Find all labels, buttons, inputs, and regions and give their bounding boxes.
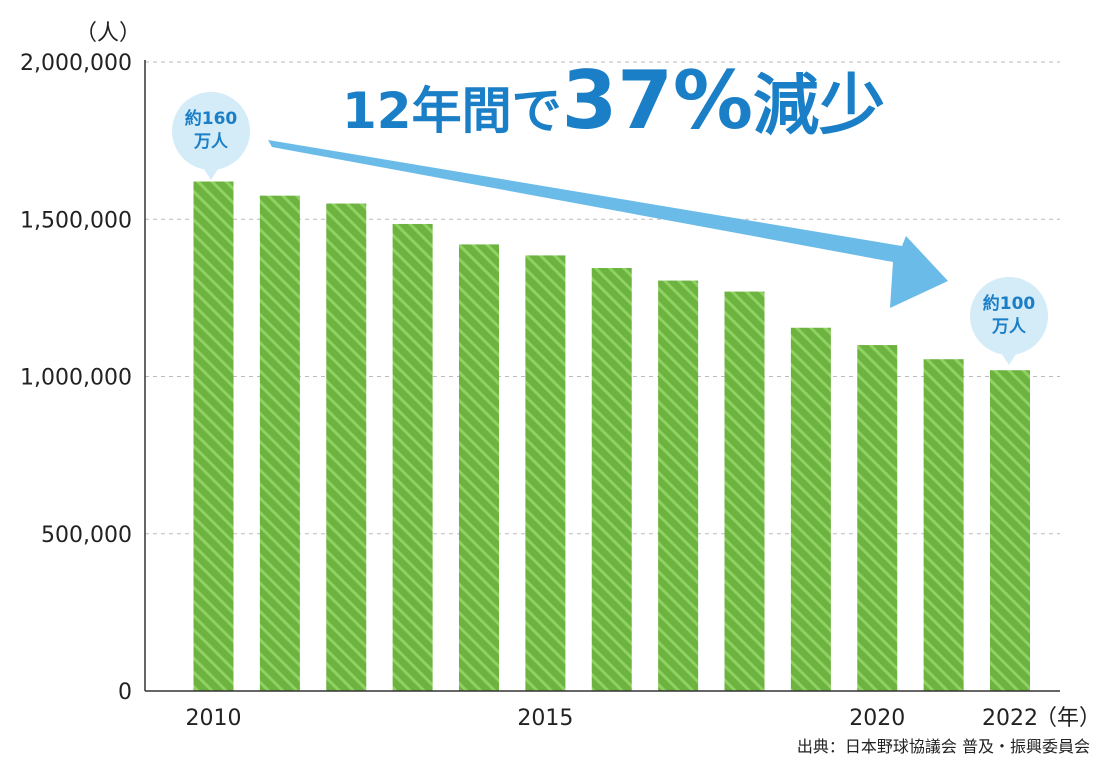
bar-2010 [193, 181, 234, 691]
start-bubble-line2: 万人 [193, 132, 229, 152]
bar-2019 [790, 327, 831, 691]
bar-2011 [259, 195, 300, 691]
bar-2012 [326, 203, 367, 691]
bar-2014 [459, 244, 499, 691]
end-value-bubble: 約100 万人 [970, 277, 1048, 365]
y-tick-label: 0 [118, 680, 132, 705]
start-bubble-line1: 約160 [185, 108, 238, 129]
start-value-bubble: 約160 万人 [172, 92, 250, 180]
headline-percent: 37% [562, 54, 753, 147]
end-bubble-line1: 約100 [983, 293, 1036, 314]
x-tick-label: 2010 [186, 706, 242, 731]
y-axis-ticks: 0 500,000 1,000,000 1,500,000 2,000,000 [20, 51, 132, 705]
y-tick-label: 1,000,000 [20, 366, 132, 391]
y-tick-label: 2,000,000 [20, 51, 132, 76]
y-tick-label: 500,000 [41, 523, 132, 548]
headline-part1: 12年間で [342, 82, 562, 140]
bar-2020 [857, 345, 898, 691]
bar-2022 [990, 370, 1030, 691]
y-tick-label: 1,500,000 [20, 208, 132, 233]
bar-2021 [923, 359, 964, 691]
bar-2018 [724, 291, 765, 691]
end-bubble-line2: 万人 [991, 317, 1027, 337]
x-axis-ticks: 2010 2015 2020 2022 [186, 706, 1039, 731]
source-note: 出典：日本野球協議会 普及・振興委員会 [797, 737, 1090, 756]
headline: 12年間で37%減少 [342, 54, 885, 147]
bar-2016 [591, 267, 632, 691]
trend-arrow [268, 140, 948, 308]
bars [193, 181, 1030, 692]
x-tick-label: 2022 [982, 706, 1038, 731]
headline-part3: 減少 [753, 67, 885, 144]
x-axis-unit-label: （年） [1035, 706, 1101, 731]
bar-2015 [525, 255, 566, 692]
bar-2013 [392, 223, 433, 691]
x-tick-label: 2015 [517, 706, 573, 731]
x-tick-label: 2020 [849, 706, 905, 731]
bar-2017 [658, 280, 699, 691]
y-axis-unit-label: （人） [75, 21, 141, 46]
